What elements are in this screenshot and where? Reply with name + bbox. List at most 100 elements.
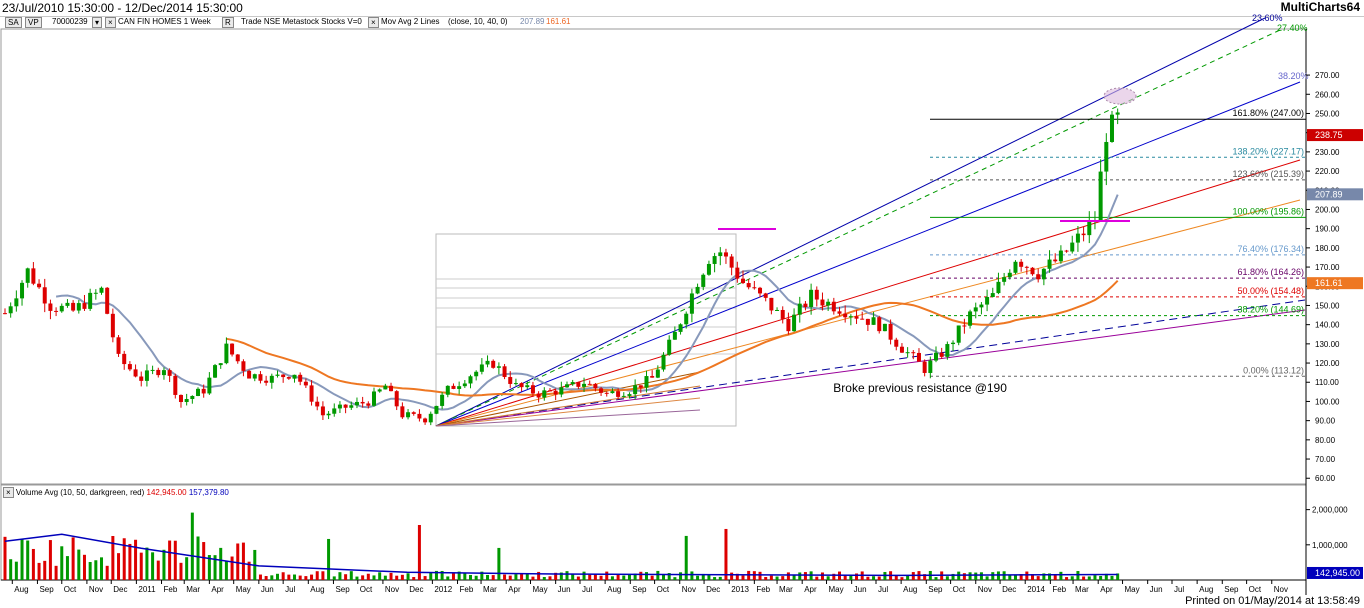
volume-bar — [849, 574, 853, 580]
volume-bar — [48, 540, 52, 580]
candle-body — [587, 383, 592, 385]
volume-bar — [650, 575, 654, 580]
candle-body — [366, 403, 371, 406]
volume-bar — [923, 574, 927, 580]
vp-button[interactable]: VP — [25, 17, 42, 28]
candle-body — [627, 394, 632, 396]
volume-bar — [679, 572, 683, 580]
candle-body — [491, 360, 496, 368]
volume-tick-label: 2,000,000 — [1312, 506, 1348, 515]
volume-last-tag: 142,945.00 — [1315, 568, 1360, 578]
volume-bar — [974, 572, 978, 580]
volume-bar — [639, 571, 643, 580]
volume-bar — [219, 547, 223, 580]
candle-body — [553, 390, 558, 395]
time-tick-label: Aug — [1199, 585, 1213, 594]
candle-body — [701, 274, 706, 287]
candle-body — [797, 303, 802, 315]
symbol-checkbox-icon[interactable]: × — [105, 17, 116, 28]
volume-bar — [344, 574, 348, 580]
volume-bar — [77, 549, 81, 580]
price-tick-label: 60.00 — [1315, 474, 1336, 483]
volume-axis-ticks: 1,000,000 2,000,000 — [1306, 506, 1348, 550]
candle-body — [71, 302, 76, 311]
volume-bar — [179, 562, 183, 580]
volume-bar — [304, 576, 308, 580]
candle-body — [1041, 268, 1046, 280]
time-tick-label: Jul — [582, 585, 592, 594]
candle-body — [389, 385, 394, 392]
volume-bar — [355, 576, 359, 580]
time-tick-label: Dec — [409, 585, 423, 594]
candle-body — [809, 289, 814, 307]
candle-body — [905, 352, 910, 354]
candle-body — [979, 304, 984, 308]
volume-bar — [520, 573, 524, 580]
time-tick-label: Aug — [14, 585, 28, 594]
time-tick-label: Jul — [285, 585, 295, 594]
candle-body — [735, 267, 740, 279]
volume-bar — [264, 576, 268, 580]
fan-line — [435, 81, 1301, 427]
study-checkbox-icon[interactable]: × — [368, 17, 379, 28]
candle-body — [934, 352, 939, 361]
volume-bar — [26, 540, 30, 580]
sa-button[interactable]: SA — [5, 17, 22, 28]
candle-body — [814, 289, 819, 300]
candle-body — [320, 406, 325, 416]
candle-body — [122, 353, 127, 365]
volume-bar — [65, 556, 69, 580]
volume-last-tag-bg — [1307, 566, 1363, 579]
candle-body — [1036, 274, 1041, 280]
volume-bar — [395, 575, 399, 580]
candle-body — [371, 391, 376, 406]
volume-bar — [378, 572, 382, 580]
printed-footer: Printed on 01/May/2014 at 13:58:49 — [1185, 595, 1360, 607]
candle-body — [360, 401, 365, 404]
candle-body — [1024, 266, 1029, 268]
volume-bar — [270, 575, 274, 580]
ma-fast-value: 207.89 — [520, 17, 545, 26]
candle-body — [513, 383, 518, 385]
time-tick-label: Apr — [1100, 585, 1113, 594]
symbol-dropdown-icon[interactable]: ▾ — [92, 17, 103, 28]
candle-body — [803, 303, 808, 307]
candle-body — [576, 382, 581, 387]
volume-bar — [185, 557, 189, 580]
volume-bar — [832, 573, 836, 580]
volume-bar — [593, 574, 597, 580]
volume-bar — [423, 576, 427, 580]
volume-checkbox-icon[interactable]: × — [3, 487, 14, 498]
candle-body — [667, 339, 672, 355]
volume-bar — [1087, 576, 1091, 580]
candle-body — [173, 375, 178, 395]
volume-bar — [31, 548, 35, 580]
candle-body — [820, 299, 825, 306]
volume-bar — [275, 573, 279, 580]
volume-bar — [1110, 575, 1114, 580]
candle-body — [496, 366, 501, 368]
candle-body — [207, 377, 212, 394]
fib-level-label: 76.40% (176.34) — [1237, 244, 1304, 254]
candle-body — [167, 370, 172, 376]
volume-bar — [900, 577, 904, 580]
volume-bar — [696, 575, 700, 580]
fib-level-label: 61.80% (164.26) — [1237, 267, 1304, 277]
annotation-text: Broke previous resistance @190 — [833, 381, 1007, 395]
candle-body — [1104, 141, 1109, 172]
volume-bar — [469, 574, 473, 580]
volume-bar — [1059, 571, 1063, 580]
time-tick-label: Nov — [1274, 585, 1288, 594]
candle-body — [922, 361, 927, 373]
volume-legend-label: Volume Avg — [15, 488, 59, 497]
candle-body — [332, 408, 337, 414]
volume-bar — [241, 542, 245, 580]
candle-body — [894, 339, 899, 347]
volume-bar — [417, 524, 421, 580]
price-candles — [3, 108, 1120, 426]
volume-bar — [128, 543, 132, 580]
volume-bar — [139, 552, 143, 580]
time-tick-label: Apr — [508, 585, 521, 594]
study-name: Mov Avg 2 Lines — [381, 17, 440, 26]
r-button[interactable]: R — [222, 17, 234, 28]
